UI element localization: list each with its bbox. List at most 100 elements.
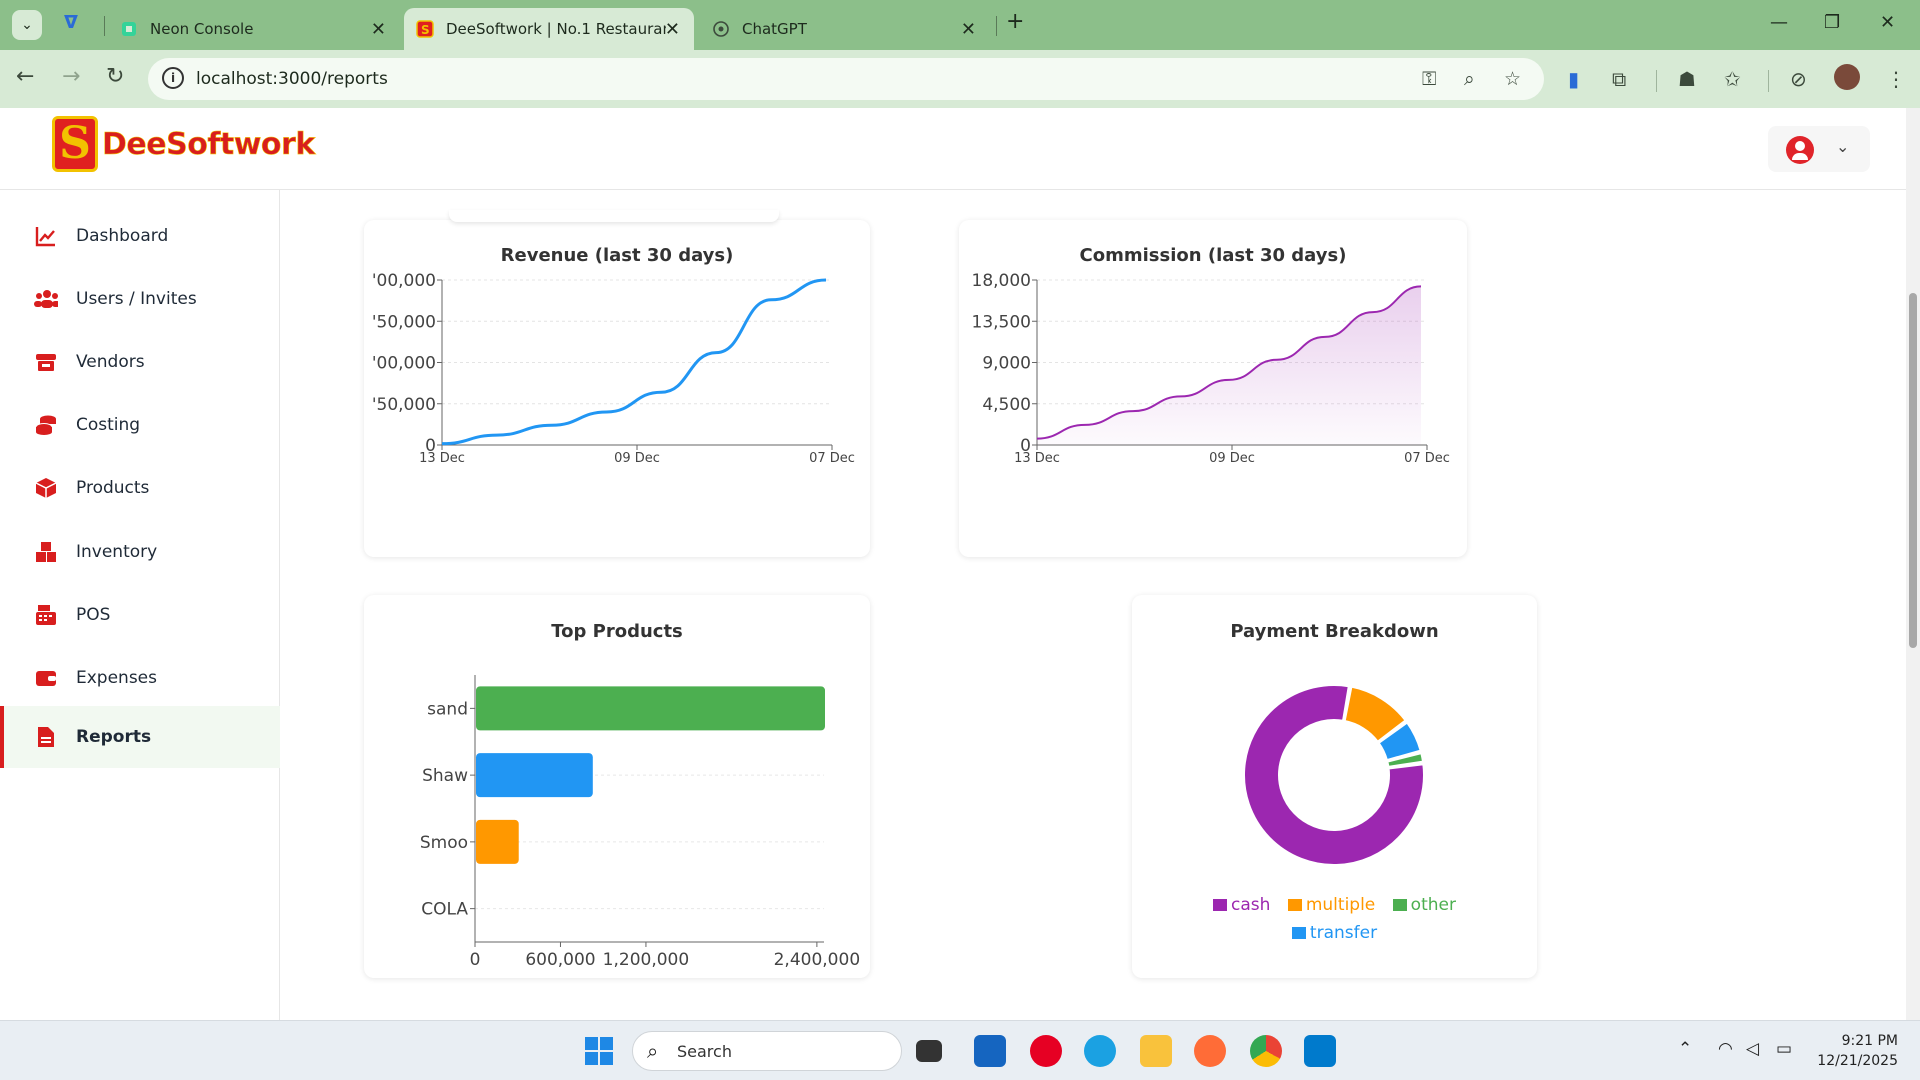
- chart-legend: transfer: [1132, 923, 1537, 943]
- performance-icon[interactable]: ⊘: [1790, 67, 1807, 91]
- sidebar-item-users-invites[interactable]: Users / Invites: [0, 268, 280, 330]
- sidebar-item-products[interactable]: Products: [0, 457, 280, 519]
- task-view-icon[interactable]: [916, 1040, 942, 1062]
- incognito-icon[interactable]: ☗: [1678, 67, 1696, 91]
- x-tick-label: 07 Dec: [809, 451, 855, 466]
- x-tick-label: 1,200,000: [603, 950, 690, 970]
- battery-icon[interactable]: ▭: [1776, 1039, 1793, 1059]
- legend-label: other: [1410, 895, 1456, 915]
- box-icon: [34, 476, 58, 500]
- file-icon: [34, 725, 58, 749]
- restore-icon[interactable]: ❐: [1824, 12, 1841, 33]
- reading-mode-icon[interactable]: ▮: [1568, 67, 1580, 91]
- close-tab-icon[interactable]: ✕: [664, 18, 680, 40]
- file-explorer-icon[interactable]: [1140, 1035, 1172, 1067]
- system-clock[interactable]: 9:21 PM 12/21/2025: [1817, 1031, 1898, 1071]
- slice-other: [1386, 751, 1425, 768]
- close-window-icon[interactable]: ✕: [1880, 12, 1896, 33]
- close-tab-icon[interactable]: ✕: [960, 18, 976, 40]
- sidebar-item-expenses[interactable]: Expenses: [0, 647, 280, 709]
- svg-text:S: S: [421, 23, 430, 37]
- chart-legend: cash multiple other: [1132, 895, 1537, 915]
- zoom-icon[interactable]: ⌕: [1464, 68, 1475, 90]
- extensions-icon[interactable]: ⧉: [1612, 67, 1627, 91]
- chevron-down-icon: ⌄: [1836, 137, 1850, 156]
- toolbar-divider: [1768, 70, 1769, 92]
- back-icon[interactable]: ←: [16, 64, 35, 89]
- x-tick-label: 09 Dec: [1209, 451, 1255, 466]
- legend-item-multiple[interactable]: multiple: [1287, 895, 1375, 915]
- vscode-icon[interactable]: [1304, 1035, 1336, 1067]
- search-label: Search: [677, 1042, 732, 1061]
- sidebar-item-costing[interactable]: Costing: [0, 394, 280, 456]
- tab-divider: [996, 16, 997, 36]
- page-scrollbar[interactable]: [1906, 108, 1920, 1020]
- user-menu-button[interactable]: ⌄: [1768, 126, 1870, 172]
- tab-deesoftwork[interactable]: S DeeSoftwork | No.1 Restaurant ✕: [404, 8, 694, 50]
- toolbar-divider: [1656, 70, 1657, 92]
- deesoftwork-logo[interactable]: S DeeSoftwork: [52, 116, 316, 172]
- minimize-icon[interactable]: —: [1770, 12, 1788, 33]
- neon-icon: [120, 20, 138, 38]
- sidebar-item-pos[interactable]: POS: [0, 584, 280, 646]
- sidebar-item-label: Vendors: [76, 352, 145, 372]
- sidebar-item-reports[interactable]: Reports: [0, 706, 280, 768]
- wifi-icon[interactable]: ◠: [1718, 1039, 1733, 1059]
- revenue-line-chart: 0 '50,000 '00,000 '50,000 '00,000 13 Dec 09 De…: [372, 271, 855, 466]
- legend-label: cash: [1231, 895, 1271, 915]
- sidebar-item-inventory[interactable]: Inventory: [0, 521, 280, 583]
- users-icon: [34, 287, 58, 311]
- microsoft-store-icon[interactable]: [974, 1035, 1006, 1067]
- tab-title: DeeSoftwork | No.1 Restaurant: [446, 20, 666, 38]
- boxes-icon: [34, 540, 58, 564]
- bookmark-star-icon[interactable]: ☆: [1504, 68, 1522, 90]
- y-tick-label: sand: [427, 699, 468, 719]
- address-bar[interactable]: i localhost:3000/reports ⚿ ⌕ ☆: [148, 58, 1544, 100]
- scrollbar-thumb[interactable]: [1909, 293, 1917, 648]
- menu-kebab-icon[interactable]: ⋮: [1886, 67, 1906, 91]
- site-info-icon[interactable]: i: [162, 67, 184, 89]
- sidebar-item-dashboard[interactable]: Dashboard: [0, 205, 280, 267]
- legend-item-cash[interactable]: cash: [1213, 895, 1270, 915]
- close-tab-icon[interactable]: ✕: [370, 18, 386, 40]
- user-avatar-icon: [1786, 136, 1814, 164]
- edge-icon[interactable]: [1084, 1035, 1116, 1067]
- legend-item-other[interactable]: other: [1392, 895, 1456, 915]
- url-text: localhost:3000/reports: [196, 69, 388, 89]
- reload-icon[interactable]: ↻: [106, 64, 125, 89]
- tab-neon-console[interactable]: Neon Console ✕: [112, 8, 400, 50]
- tab-search-icon[interactable]: ⌄: [12, 10, 42, 40]
- y-tick-label: '50,000: [372, 312, 436, 332]
- postman-icon[interactable]: [1194, 1035, 1226, 1067]
- deesoftwork-favicon-icon: S: [416, 20, 434, 38]
- profile-avatar[interactable]: [1834, 64, 1860, 90]
- new-tab-icon[interactable]: +: [1006, 9, 1025, 34]
- top-products-card: Top Products 0 600,000 1,200,000 2,400,000 s…: [364, 595, 870, 978]
- app-header: S DeeSoftwork ⌄: [0, 108, 1906, 190]
- legend-item-transfer[interactable]: transfer: [1291, 923, 1377, 943]
- reports-main: Revenue (last 30 days) 0 '50,000 '00,000 '5…: [281, 190, 1906, 1020]
- chart-title: Commission (last 30 days): [1079, 245, 1347, 266]
- windows-start-icon[interactable]: [583, 1035, 615, 1067]
- show-hidden-icons-icon[interactable]: ⌃: [1678, 1039, 1693, 1059]
- pinterest-icon[interactable]: [1030, 1035, 1062, 1067]
- x-tick-label: 2,400,000: [774, 950, 861, 970]
- commission-chart-card: Commission (last 30 days) 0 4,500 9,000 13,…: [959, 220, 1467, 557]
- legend-swatch: [1287, 899, 1302, 911]
- taskbar-search[interactable]: ⌕ Search: [632, 1031, 902, 1071]
- y-tick-label: 13,500: [972, 312, 1031, 332]
- chrome-icon[interactable]: [1250, 1035, 1282, 1067]
- store-icon: [34, 350, 58, 374]
- favorites-icon[interactable]: ✩: [1724, 67, 1741, 91]
- app-tab-icon[interactable]: ᐁ: [64, 12, 78, 33]
- forward-icon[interactable]: →: [62, 64, 81, 89]
- tab-chatgpt[interactable]: ChatGPT ✕: [700, 8, 990, 50]
- chart-line-icon: [34, 224, 58, 248]
- sidebar-item-vendors[interactable]: Vendors: [0, 331, 280, 393]
- search-icon: ⌕: [647, 1039, 659, 1063]
- volume-icon[interactable]: ◁: [1746, 1039, 1760, 1059]
- commission-area-chart: 0 4,500 9,000 13,500 18,000 13 Dec 09 Dec 07 De…: [972, 271, 1450, 466]
- y-tick-label: '00,000: [372, 354, 436, 374]
- password-key-icon[interactable]: ⚿: [1422, 68, 1437, 90]
- y-tick-label: '50,000: [372, 395, 436, 415]
